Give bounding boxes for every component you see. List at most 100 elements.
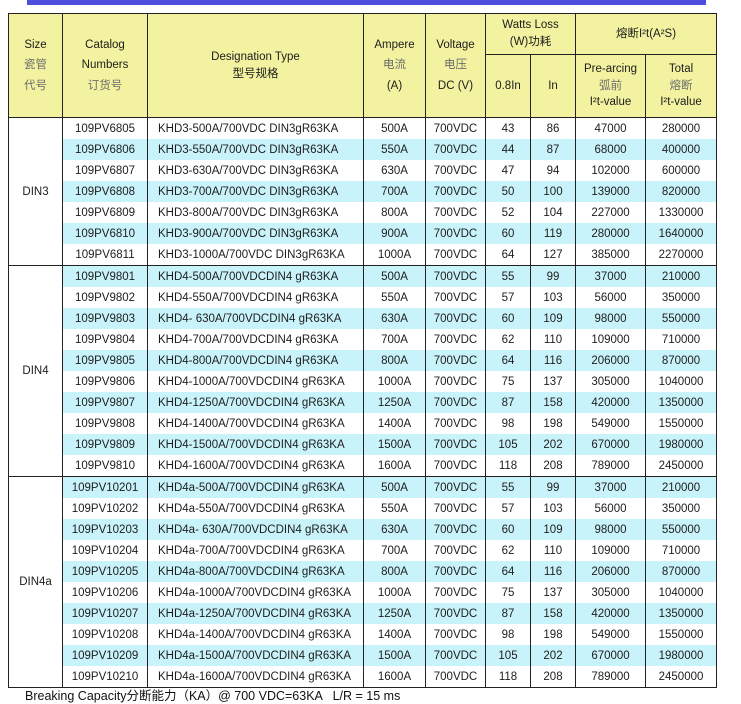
designation-cell: KHD4-1000A/700VDCDIN4 gR63KA [147,371,364,392]
watts-08in-cell: 60 [485,519,531,540]
ampere-cell: 1600A [363,455,426,477]
header-voltage-cn: 电压 [444,59,467,72]
prearcing-i2t-cell: 98000 [575,308,647,329]
designation-cell: KHD4-800A/700VDCDIN4 gR63KA [147,350,364,371]
designation-cell: KHD4-1500A/700VDCDIN4 gR63KA [147,434,364,455]
header-designation-en: Designation Type [211,50,300,63]
col-header-prearcing: Pre-arcing 弧前 I²t-value [575,54,647,118]
prearcing-i2t-cell: 47000 [575,117,647,139]
watts-in-cell: 99 [529,476,577,498]
ampere-cell: 1250A [363,392,426,413]
watts-08in-cell: 87 [485,392,531,413]
watts-in-cell: 208 [529,455,577,477]
catalog-number-cell: 109PV9803 [62,308,148,329]
ampere-cell: 550A [363,139,426,160]
col-header-ampere: Ampere 电流 (A) [363,13,426,118]
designation-cell: KHD4-500A/700VDCDIN4 gR63KA [147,265,364,287]
header-watts-cn: (W)功耗 [509,36,552,48]
total-i2t-cell: 710000 [645,329,718,350]
header-prearcing-cn: 弧前 [599,79,623,92]
designation-cell: KHD3-500A/700VDC DIN3gR63KA [147,117,364,139]
voltage-cell: 700VDC [425,540,486,561]
breaking-capacity-note: Breaking Capacity分断能力（KA）@ 700 VDC=63KA … [25,689,401,703]
size-group-cell: DIN3 [8,117,63,266]
prearcing-i2t-cell: 789000 [575,455,647,477]
ampere-cell: 900A [363,223,426,244]
total-i2t-cell: 1040000 [645,371,718,392]
prearcing-i2t-cell: 670000 [575,645,647,666]
total-i2t-cell: 1550000 [645,624,718,645]
voltage-cell: 700VDC [425,603,486,624]
table-row: DIN4a 109PV10201 KHD4a-500A/700VDCDIN4 gR6… [8,476,718,688]
total-i2t-cell: 870000 [645,561,718,582]
ampere-cell: 1000A [363,244,426,266]
catalog-number-cell: 109PV10203 [62,519,148,540]
voltage-cell: 700VDC [425,645,486,666]
table-row: 109PV10204 KHD4a-700A/700VDCDIN4 gR63KA 70… [9,540,718,561]
catalog-number-cell: 109PV10205 [62,561,148,582]
total-i2t-cell: 710000 [645,540,718,561]
watts-08in-cell: 57 [485,498,531,519]
watts-08in-cell: 64 [485,561,531,582]
watts-in-cell: 94 [529,160,577,181]
catalog-number-cell: 109PV10202 [62,498,148,519]
ampere-cell: 1500A [363,434,426,455]
designation-cell: KHD4a-1400A/700VDCDIN4 gR63KA [147,624,364,645]
watts-08in-cell: 87 [485,603,531,624]
total-i2t-cell: 1350000 [645,392,718,413]
prearcing-i2t-cell: 56000 [575,287,647,308]
total-i2t-cell: 870000 [645,350,718,371]
watts-in-cell: 116 [529,561,577,582]
table-row: 109PV9804 KHD4-700A/700VDCDIN4 gR63KA 700A… [9,329,718,350]
watts-in-cell: 116 [529,350,577,371]
header-prearcing-en: Pre-arcing [583,62,638,75]
ampere-cell: 700A [363,329,426,350]
table-row: 109PV9805 KHD4-800A/700VDCDIN4 gR63KA 800A… [9,350,718,371]
header-total-cn: 熔断 [669,79,693,92]
ampere-cell: 1600A [363,666,426,688]
table-row: 109PV6807 KHD3-630A/700VDC DIN3gR63KA 630A… [9,160,718,181]
watts-in-cell: 87 [529,139,577,160]
col-header-i2t: 熔断I²t(A²S) [575,13,718,55]
watts-in-cell: 202 [529,434,577,455]
header-voltage-en: Voltage [436,39,475,52]
total-i2t-cell: 1550000 [645,413,718,434]
header-08in-label: 0.8In [495,80,521,92]
designation-cell: KHD4-700A/700VDCDIN4 gR63KA [147,329,364,350]
col-header-catalog: Catalog Numbers 订货号 [62,13,148,118]
prearcing-i2t-cell: 102000 [575,160,647,181]
voltage-cell: 700VDC [425,519,486,540]
total-i2t-cell: 1040000 [645,582,718,603]
watts-in-cell: 104 [529,202,577,223]
total-i2t-cell: 550000 [645,519,718,540]
watts-in-cell: 100 [529,181,577,202]
watts-08in-cell: 75 [485,582,531,603]
voltage-cell: 700VDC [425,498,486,519]
prearcing-i2t-cell: 37000 [575,265,647,287]
designation-cell: KHD4a-1250A/700VDCDIN4 gR63KA [147,603,364,624]
ampere-cell: 1250A [363,603,426,624]
voltage-cell: 700VDC [425,582,486,603]
table-row: 109PV9807 KHD4-1250A/700VDCDIN4 gR63KA 125… [9,392,718,413]
catalog-number-cell: 109PV6806 [62,139,148,160]
prearcing-i2t-cell: 68000 [575,139,647,160]
watts-08in-cell: 52 [485,202,531,223]
watts-in-cell: 137 [529,582,577,603]
watts-in-cell: 103 [529,287,577,308]
voltage-cell: 700VDC [425,308,486,329]
size-group-cell: DIN4a [8,476,63,688]
ampere-cell: 1500A [363,645,426,666]
col-header-in: In [529,54,577,118]
col-header-designation: Designation Type 型号规格 [147,13,364,118]
total-i2t-cell: 1980000 [645,645,718,666]
watts-08in-cell: 105 [485,434,531,455]
ampere-cell: 550A [363,498,426,519]
prearcing-i2t-cell: 385000 [575,244,647,266]
designation-cell: KHD4-550A/700VDCDIN4 gR63KA [147,287,364,308]
top-accent-bar [27,0,706,5]
header-i2t-label: 熔断I²t(A²S) [615,27,677,40]
total-i2t-cell: 1640000 [645,223,718,244]
ampere-cell: 500A [363,265,426,287]
header-catalog-cn: 订货号 [87,79,123,92]
prearcing-i2t-cell: 420000 [575,603,647,624]
